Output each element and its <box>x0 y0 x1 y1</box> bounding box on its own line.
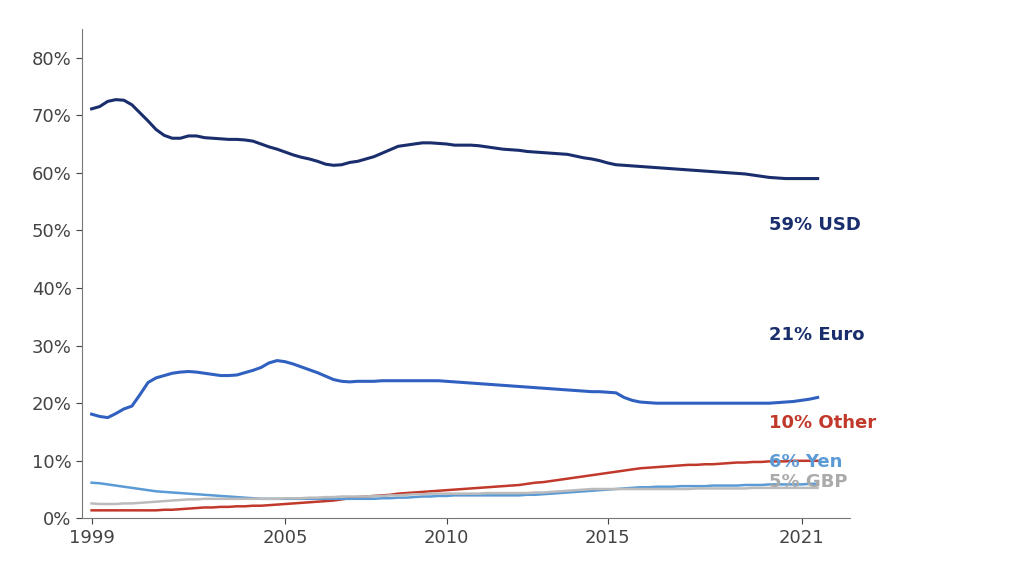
Text: 10% Other: 10% Other <box>769 414 877 432</box>
Text: 5% GBP: 5% GBP <box>769 473 848 491</box>
Text: 59% USD: 59% USD <box>769 215 861 234</box>
Text: 21% Euro: 21% Euro <box>769 326 865 344</box>
Text: 6% Yen: 6% Yen <box>769 453 843 471</box>
